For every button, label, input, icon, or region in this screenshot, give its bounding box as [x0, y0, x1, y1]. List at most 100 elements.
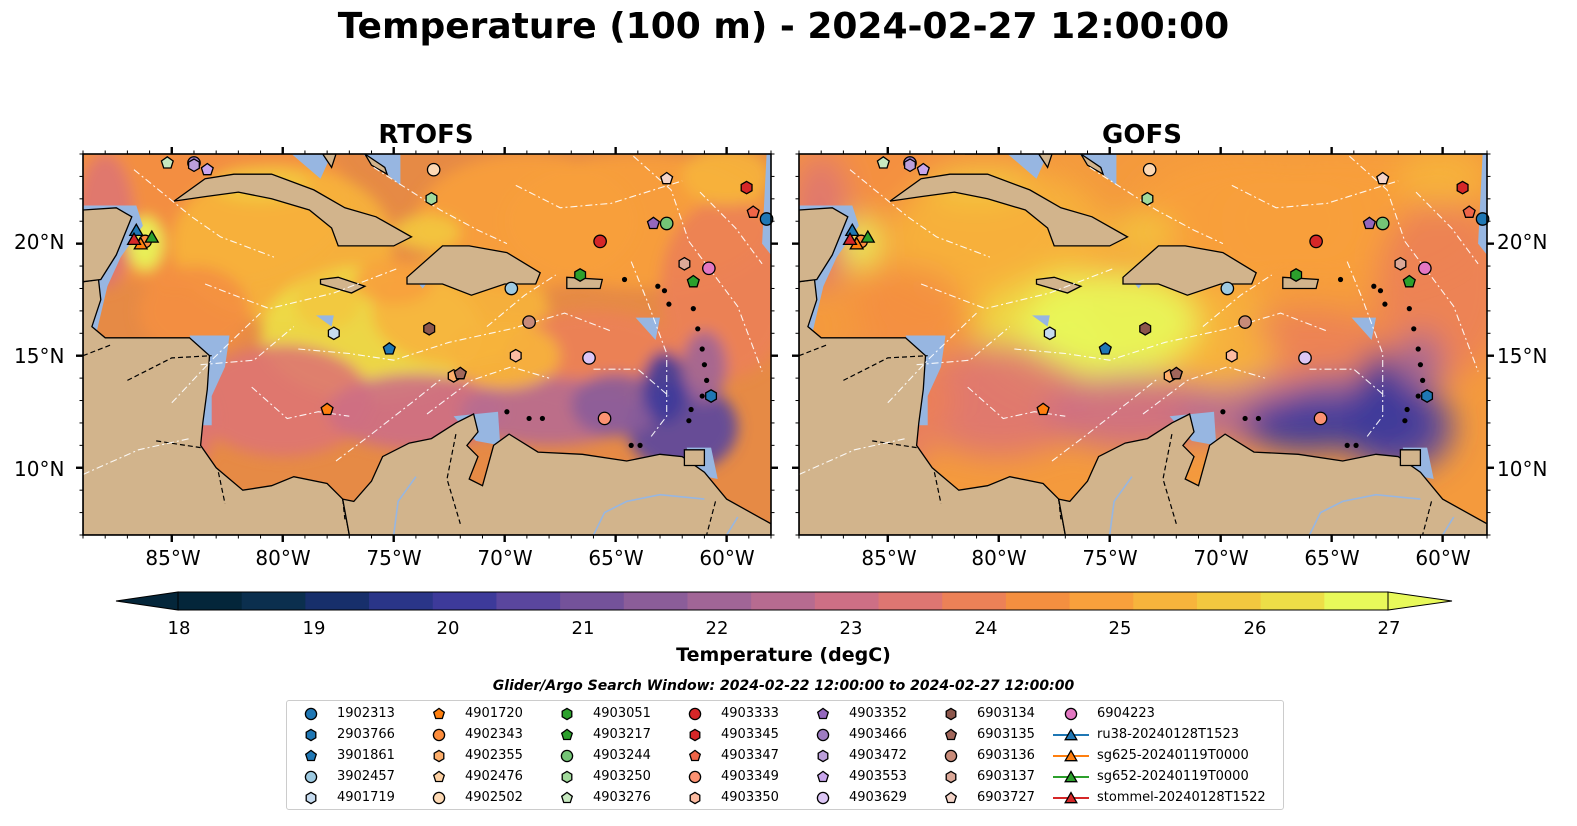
legend-item: 4903349 — [677, 766, 779, 787]
island — [1411, 326, 1417, 332]
marker-4903349[interactable] — [597, 411, 612, 426]
marker-6903727[interactable] — [660, 171, 674, 185]
eez-boundary — [920, 267, 1115, 310]
marker-6903134[interactable] — [423, 321, 436, 336]
lat-label-10n-left: 10°N — [14, 457, 65, 481]
marker-4903472[interactable] — [903, 158, 916, 173]
land-southAmerica — [1057, 413, 1487, 535]
marker-4903250[interactable] — [1141, 191, 1154, 206]
marker-6903134[interactable] — [1139, 321, 1152, 336]
marker-6903135[interactable] — [1169, 366, 1183, 380]
colorbar-segment — [560, 592, 625, 610]
land-bahamaA — [321, 154, 337, 169]
marker-1902313[interactable] — [759, 212, 774, 226]
marker-ru38-20240128T1523[interactable] — [844, 222, 860, 237]
marker-4903345[interactable] — [1456, 180, 1469, 195]
map-frame — [82, 153, 772, 536]
eez-boundary — [1346, 261, 1384, 437]
marker-4903553[interactable] — [916, 162, 930, 176]
marker-4903629[interactable] — [582, 351, 596, 365]
colorbar-tick: 18 — [167, 618, 191, 639]
marker-4903553[interactable] — [200, 162, 214, 176]
marker-1902313[interactable] — [1475, 212, 1490, 226]
map-panel-gofs[interactable] — [792, 147, 1494, 542]
map-layers — [799, 154, 1487, 535]
marker-4903350[interactable] — [1225, 348, 1238, 363]
marker-4903244[interactable] — [659, 216, 674, 231]
marker-stommel-20240128T1522[interactable] — [842, 231, 858, 246]
marker-stommel-20240128T1522[interactable] — [126, 231, 142, 246]
marker-3901861[interactable] — [382, 341, 396, 355]
colorbar-segment — [1196, 592, 1262, 610]
legend-item: 3901861 — [293, 745, 395, 766]
marker-6904223[interactable] — [702, 261, 716, 276]
eez-boundary — [849, 169, 991, 258]
marker-4903349[interactable] — [1313, 411, 1328, 426]
land-bahamaA — [1037, 154, 1053, 169]
island — [704, 377, 710, 383]
island — [1255, 415, 1262, 422]
marker-2903766[interactable] — [1421, 389, 1434, 403]
marker-4903333[interactable] — [593, 234, 607, 249]
marker-6903137[interactable] — [678, 256, 691, 271]
marker-6903136[interactable] — [522, 315, 536, 329]
legend-item: sg652-20240119T0000 — [1053, 766, 1249, 787]
marker-4903347[interactable] — [746, 205, 760, 218]
lat-label-15n-right: 15°N — [1497, 344, 1548, 368]
marker-6903727[interactable] — [1376, 171, 1390, 185]
marker-4903244[interactable] — [1375, 216, 1390, 231]
legend-marker — [433, 749, 445, 762]
marker-4903217[interactable] — [1402, 274, 1416, 288]
legend-item: 2903766 — [293, 724, 395, 745]
marker-4903051[interactable] — [1290, 268, 1303, 282]
eez-boundary — [298, 312, 612, 361]
marker-sg652-20240119T0000[interactable] — [860, 229, 876, 243]
island — [1382, 301, 1388, 307]
country-border — [83, 343, 113, 357]
marker-4903250[interactable] — [425, 191, 438, 206]
island — [690, 306, 696, 312]
marker-4903217[interactable] — [686, 274, 700, 288]
marker-6904223[interactable] — [1418, 261, 1432, 276]
eez-boundary — [1089, 166, 1224, 245]
marker-4901719[interactable] — [1043, 326, 1056, 341]
marker-4902502[interactable] — [1142, 162, 1157, 177]
marker-6903136[interactable] — [1238, 315, 1252, 329]
marker-4903629[interactable] — [1298, 351, 1312, 365]
marker-3901861[interactable] — [1098, 341, 1112, 355]
island — [637, 442, 643, 448]
legend-item: 6903136 — [933, 745, 1035, 766]
marker-3902457[interactable] — [504, 281, 519, 296]
marker-4903333[interactable] — [1309, 234, 1323, 249]
marker-4901720[interactable] — [320, 402, 334, 416]
lon-label-80w-gofs: 80°W — [971, 546, 1027, 570]
marker-4903350[interactable] — [509, 348, 522, 363]
marker-ru38-20240128T1523[interactable] — [128, 222, 144, 237]
island — [1377, 288, 1384, 294]
country-border — [933, 472, 942, 504]
marker-4903472[interactable] — [187, 158, 200, 173]
marker-4902502[interactable] — [426, 162, 441, 177]
marker-4903276[interactable] — [876, 156, 890, 169]
island — [1406, 306, 1412, 312]
marker-2903766[interactable] — [705, 389, 718, 403]
marker-6903135[interactable] — [453, 366, 467, 380]
legend-label: 6904223 — [1097, 706, 1155, 721]
marker-4901719[interactable] — [327, 326, 340, 341]
marker-4903352[interactable] — [646, 216, 661, 230]
marker-4901720[interactable] — [1036, 402, 1050, 416]
map-panel-rtofs[interactable] — [76, 147, 778, 542]
marker-4903276[interactable] — [160, 156, 174, 169]
marker-sg652-20240119T0000[interactable] — [144, 229, 160, 243]
marker-4903345[interactable] — [740, 180, 753, 195]
marker-3902457[interactable] — [1220, 281, 1235, 296]
colorbar-segment — [432, 592, 498, 610]
marker-4903051[interactable] — [574, 268, 587, 282]
marker-4903352[interactable] — [1362, 216, 1377, 230]
marker-6903137[interactable] — [1394, 256, 1407, 271]
land-yucatan — [799, 207, 849, 283]
marker-4903347[interactable] — [1462, 205, 1476, 218]
colorbar-segment — [241, 592, 306, 610]
legend-label: sg652-20240119T0000 — [1097, 769, 1249, 784]
eez-boundary — [1014, 312, 1328, 361]
